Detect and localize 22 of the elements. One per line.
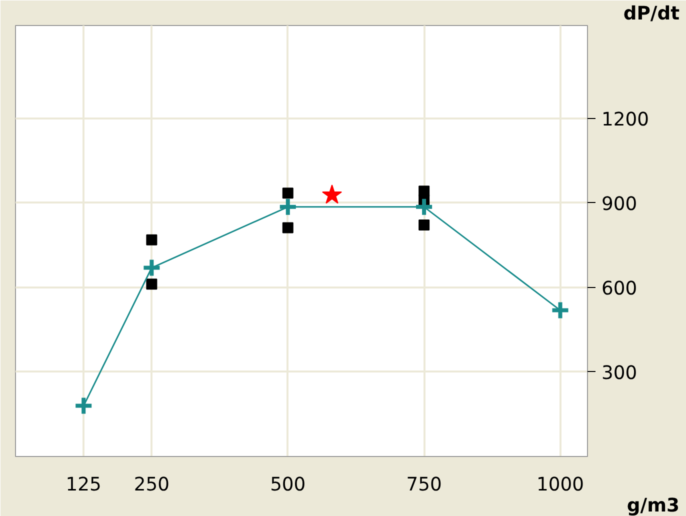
y-tick-label: 1200 [602,109,649,130]
y-axis-title: dP/dt [623,4,680,24]
point [146,234,158,246]
y-tick-label: 300 [602,362,638,384]
point [278,196,298,217]
x-tick-label: 500 [270,474,306,496]
point [142,258,162,278]
point [282,188,294,199]
y-tick-label: 600 [602,278,638,300]
x-tick-label: 250 [134,474,170,496]
point [414,196,434,217]
x-tick-label: 750 [406,474,442,496]
point [146,278,158,290]
x-tick-label: 1000 [536,474,584,496]
y-tick-label: 900 [602,194,638,215]
x-tick-label: 125 [66,474,102,496]
point [322,184,342,204]
point [550,300,570,320]
point [74,396,94,416]
point [282,222,294,234]
x-axis-title: g/m3 [626,496,680,516]
point [418,219,430,230]
